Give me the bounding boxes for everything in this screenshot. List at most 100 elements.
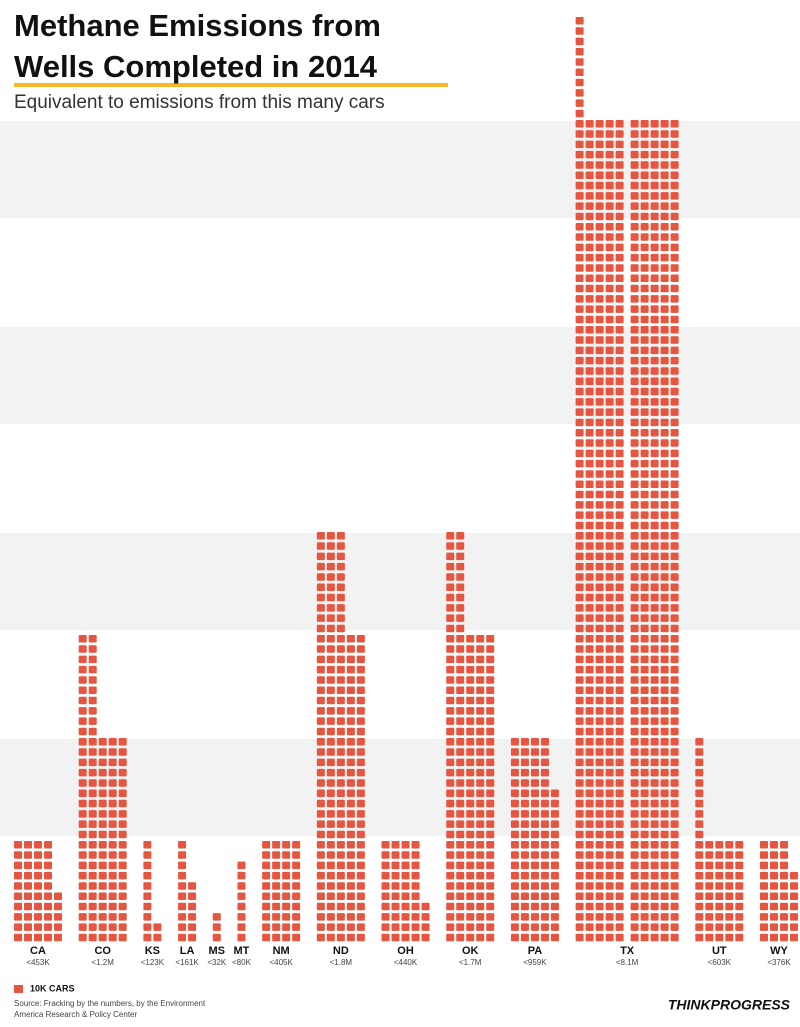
- car-icon: [346, 861, 355, 870]
- car-icon: [660, 768, 669, 777]
- car-icon: [476, 748, 485, 756]
- car-icon: [640, 562, 649, 571]
- car-icon: [605, 532, 614, 540]
- car-icon: [615, 449, 624, 458]
- car-icon: [346, 686, 355, 694]
- car-icon: [520, 738, 529, 746]
- car-icon: [670, 882, 679, 890]
- car-icon: [530, 820, 539, 828]
- car-icon: [650, 727, 659, 736]
- car-icon: [605, 789, 614, 797]
- car-icon: [143, 841, 152, 849]
- car-icon: [326, 933, 335, 942]
- car-icon: [660, 779, 669, 787]
- car-icon: [456, 707, 465, 715]
- car-icon: [88, 820, 97, 828]
- car-icon: [550, 913, 559, 921]
- car-icon: [98, 810, 107, 818]
- car-icon: [640, 707, 649, 715]
- car-icon: [670, 635, 679, 643]
- car-icon: [550, 820, 559, 828]
- value-label: <453K: [26, 958, 50, 967]
- car-icon: [670, 851, 679, 859]
- car-icon: [595, 470, 604, 478]
- car-icon: [356, 758, 365, 767]
- car-icon: [520, 830, 529, 839]
- car-icon: [595, 315, 604, 324]
- car-icon: [660, 274, 669, 282]
- car-icon: [650, 871, 659, 880]
- car-icon: [605, 161, 614, 169]
- car-icon: [595, 676, 604, 684]
- car-icon: [356, 789, 365, 797]
- car-icon: [605, 315, 614, 324]
- car-icon: [605, 326, 614, 334]
- car-icon: [143, 902, 152, 911]
- car-icon: [660, 573, 669, 581]
- car-icon: [88, 933, 97, 942]
- car-icon: [660, 418, 669, 427]
- car-icon: [695, 882, 704, 890]
- car-icon: [650, 676, 659, 684]
- car-icon: [735, 861, 744, 870]
- car-icon: [595, 686, 604, 694]
- car-icon: [615, 789, 624, 797]
- car-icon: [595, 913, 604, 921]
- car-icon: [630, 315, 639, 324]
- car-icon: [660, 459, 669, 468]
- car-icon: [670, 645, 679, 653]
- car-icon: [615, 243, 624, 252]
- car-icon: [575, 552, 584, 561]
- car-icon: [466, 758, 475, 767]
- car-icon: [650, 861, 659, 870]
- car-icon: [476, 789, 485, 797]
- car-icon: [650, 624, 659, 633]
- car-icon: [630, 738, 639, 746]
- car-icon: [118, 851, 127, 859]
- car-icon: [595, 604, 604, 612]
- car-icon: [615, 130, 624, 138]
- car-icon: [770, 923, 778, 931]
- car-icon: [486, 871, 495, 880]
- car-icon: [595, 387, 604, 396]
- car-icon: [615, 192, 624, 200]
- car-icon: [272, 841, 281, 849]
- car-icon: [735, 871, 744, 880]
- car-icon: [670, 171, 679, 179]
- car-icon: [670, 552, 679, 561]
- car-icon: [670, 243, 679, 252]
- car-icon: [476, 696, 485, 705]
- car-icon: [615, 645, 624, 653]
- car-icon: [326, 686, 335, 694]
- car-icon: [670, 923, 679, 931]
- car-icon: [575, 542, 584, 550]
- car-icon: [605, 727, 614, 736]
- car-icon: [550, 892, 559, 900]
- car-icon: [446, 542, 455, 550]
- car-icon: [585, 233, 594, 241]
- car-icon: [356, 717, 365, 725]
- car-icon: [585, 593, 594, 602]
- car-icon: [336, 583, 345, 591]
- car-icon: [14, 851, 22, 859]
- car-icon: [585, 521, 594, 530]
- car-icon: [640, 490, 649, 499]
- car-icon: [262, 871, 271, 880]
- car-icon: [615, 439, 624, 447]
- state-label: MT: [234, 945, 250, 957]
- car-icon: [108, 779, 117, 787]
- car-icon: [282, 882, 291, 890]
- car-icon: [316, 913, 325, 921]
- car-icon: [510, 913, 519, 921]
- car-icon: [456, 645, 465, 653]
- car-icon: [670, 521, 679, 530]
- car-icon: [178, 923, 187, 931]
- car-icon: [292, 892, 301, 900]
- car-icon: [486, 768, 495, 777]
- value-label: <80K: [232, 958, 252, 967]
- value-label: <440K: [394, 958, 418, 967]
- car-icon: [650, 913, 659, 921]
- car-icon: [391, 882, 400, 890]
- car-icon: [650, 356, 659, 365]
- car-icon: [630, 902, 639, 911]
